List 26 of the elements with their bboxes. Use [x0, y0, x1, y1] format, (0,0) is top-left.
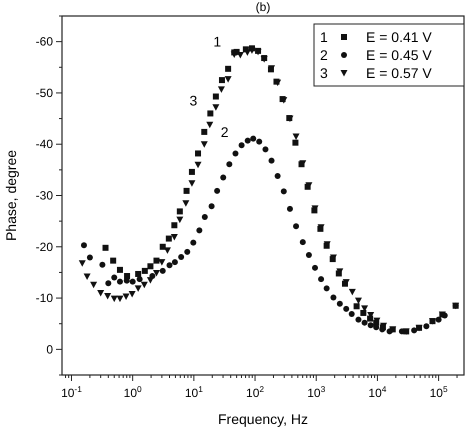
x-tick-label: 10$^{5}$: [430, 384, 448, 400]
y-tick-label: -50: [36, 86, 54, 100]
legend-label: E = 0.45 V: [366, 47, 432, 63]
legend-label: E = 0.41 V: [366, 29, 432, 45]
x-tick-label: 10$^{2}$: [246, 384, 264, 400]
text: 1: [320, 29, 328, 45]
y-tick-label: 0: [46, 342, 54, 356]
y-tick-label: -40: [36, 137, 54, 152]
y-tick-label: -20: [36, 240, 54, 254]
x-axis-title: Frequency, Hz: [218, 411, 308, 427]
text: 2: [320, 47, 328, 63]
annotation: 2: [220, 124, 229, 140]
annotation: 3: [189, 92, 198, 108]
annotation: 1: [213, 33, 222, 50]
y-axis-title: Phase, degree: [3, 150, 19, 242]
x-tick-label: 10$^{0}$: [124, 384, 142, 400]
x-tick-label: 10$^{1}$: [184, 384, 204, 400]
x-tick-label: 10$^{4}$: [368, 384, 387, 400]
y-tick-label: -30: [36, 188, 54, 202]
y-tick-label: -10: [36, 291, 54, 306]
legend-label: E = 0.57 V: [366, 65, 432, 81]
x-tick-label: 10$^{3}$: [307, 384, 326, 400]
y-tick-label: -60: [36, 34, 54, 49]
text: 3: [320, 65, 328, 81]
chart-title: (b): [256, 0, 270, 14]
x-tick-label: 10$^{-1}$: [61, 384, 82, 400]
